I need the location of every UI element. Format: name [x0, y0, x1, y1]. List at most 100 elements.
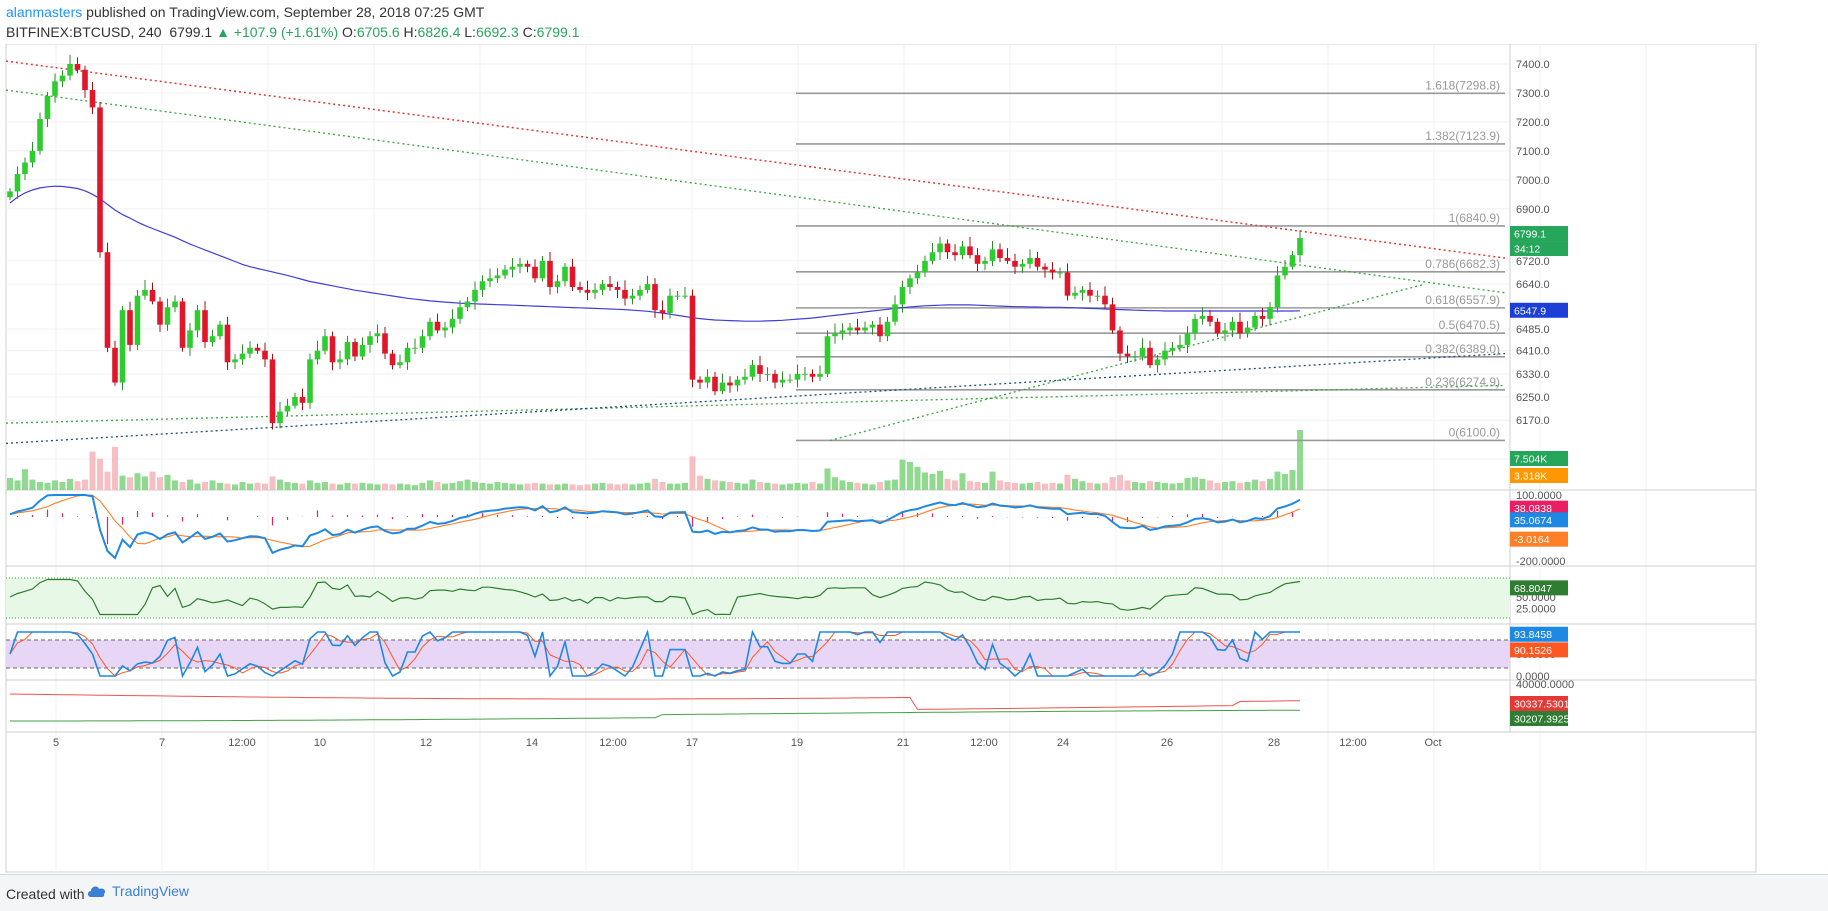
candle-body [509, 266, 516, 270]
candle-body [599, 284, 606, 290]
close-value: 6799.1 [536, 24, 580, 40]
candle-body [239, 353, 246, 360]
candle-body [419, 336, 426, 348]
candle-body [127, 310, 133, 345]
volume-bar [1117, 474, 1123, 490]
volume-bar [164, 474, 171, 490]
close-label: C: [522, 24, 537, 40]
trend-lines [5, 60, 1506, 445]
cci-pane [9, 494, 1301, 560]
volume-bar [1252, 479, 1258, 490]
candle-body [1034, 258, 1041, 267]
volume-bar [254, 482, 261, 490]
volume-bar [112, 446, 118, 490]
candle-body [269, 359, 276, 424]
candle-body [89, 90, 96, 108]
time-axis[interactable]: 5 7 12:00 10 12 14 12:00 17 19 21 12:00 24 26 28 12:00… [6, 731, 1756, 749]
candle-body [82, 69, 88, 91]
volume-bar [329, 483, 336, 490]
candle-body [997, 249, 1003, 259]
candle-body [697, 379, 703, 383]
candle-body [914, 272, 921, 279]
volume-bar [217, 482, 223, 490]
rsi-band [6, 578, 1510, 618]
cci-signal-line [9, 494, 1301, 548]
candle-body [1184, 333, 1191, 345]
volume-bar [884, 480, 891, 490]
candle-body [1252, 315, 1258, 328]
price-tick-label: 7400.0 [1516, 59, 1550, 71]
last-price-badge: 6799.1 [1514, 229, 1546, 241]
upper-green-trendline [5, 89, 1506, 294]
volume-bar [419, 482, 426, 490]
volume-bar [1042, 483, 1048, 490]
candle-body [757, 365, 763, 374]
candle-body [869, 324, 876, 328]
volume-bar [239, 482, 246, 490]
stoch-d-badge: 90.1526 [1514, 645, 1552, 657]
rsi-badge: 68.8047 [1514, 583, 1552, 595]
candle-body [1297, 238, 1303, 256]
candle-body [839, 330, 846, 334]
fibonacci-levels: 1.618(7298.8) 1.382(7123.9) 1(6840.9) 0.786… [796, 78, 1505, 442]
volume-bar [862, 483, 868, 490]
candle-body [389, 353, 396, 366]
created-with-label: Created with [6, 886, 85, 902]
volume-bar [562, 483, 568, 490]
candle-body [479, 281, 486, 290]
tradingview-logo[interactable]: TradingView [86, 883, 189, 899]
volume-bar [389, 484, 396, 490]
volume-bar [809, 482, 816, 490]
volume-bar [524, 483, 531, 490]
volume-bar [802, 483, 808, 490]
volume-bar [487, 483, 493, 490]
candle-body [1229, 321, 1236, 331]
candle-body [749, 365, 756, 377]
rsi-pane [9, 578, 1301, 616]
candle-body [524, 263, 531, 267]
volume-bar [1169, 483, 1176, 490]
open-value: 6705.6 [356, 24, 400, 40]
candle-body [1117, 330, 1123, 354]
symbol-line: BITFINEX:BTCUSD, 240 6799.1 ▲ +107.9 (+1… [6, 24, 579, 40]
volume-bar [1244, 482, 1251, 490]
candle-body [344, 342, 351, 360]
candle-body [562, 266, 568, 282]
candle-body [434, 321, 441, 331]
author-link[interactable]: alanmasters [6, 4, 83, 20]
volume-bar [1057, 483, 1063, 490]
candle-body [1259, 315, 1266, 319]
volume-bar [307, 480, 313, 490]
price-chart[interactable]: 1.618(7298.8) 1.382(7123.9) 1(6840.9) 0.786… [0, 44, 1828, 874]
rsi-line [9, 578, 1301, 616]
volume-bar [1147, 481, 1153, 490]
obv-green-badge-bg [1510, 711, 1568, 726]
candle-body [689, 295, 696, 380]
volume-bar [592, 483, 598, 490]
volume-bar [517, 484, 523, 490]
candle-body [217, 324, 223, 337]
candle-body [607, 284, 613, 287]
candle-body [232, 359, 238, 363]
volume-bar [104, 471, 111, 490]
time-tick-label: 21 [897, 737, 909, 749]
price-tick-label: 6410.0 [1516, 346, 1550, 358]
volume-bar [232, 484, 238, 490]
candle-body [449, 318, 456, 328]
candle-body [67, 64, 73, 76]
candle-body [967, 246, 973, 256]
time-tick-label: 28 [1268, 737, 1280, 749]
volume-bar [1064, 474, 1071, 490]
volume-bar [179, 482, 186, 490]
time-tick-label: 14 [526, 737, 538, 749]
candle-body [119, 310, 126, 383]
candle-body [937, 243, 943, 253]
volume-bar [359, 482, 366, 490]
candle-body [727, 382, 733, 386]
volume-bar [1274, 471, 1281, 490]
candle-body [172, 301, 178, 308]
footer: Created with TradingView [0, 874, 1828, 911]
volume-bar [644, 482, 651, 490]
volume-bar [247, 483, 253, 490]
candle-body [277, 411, 283, 424]
